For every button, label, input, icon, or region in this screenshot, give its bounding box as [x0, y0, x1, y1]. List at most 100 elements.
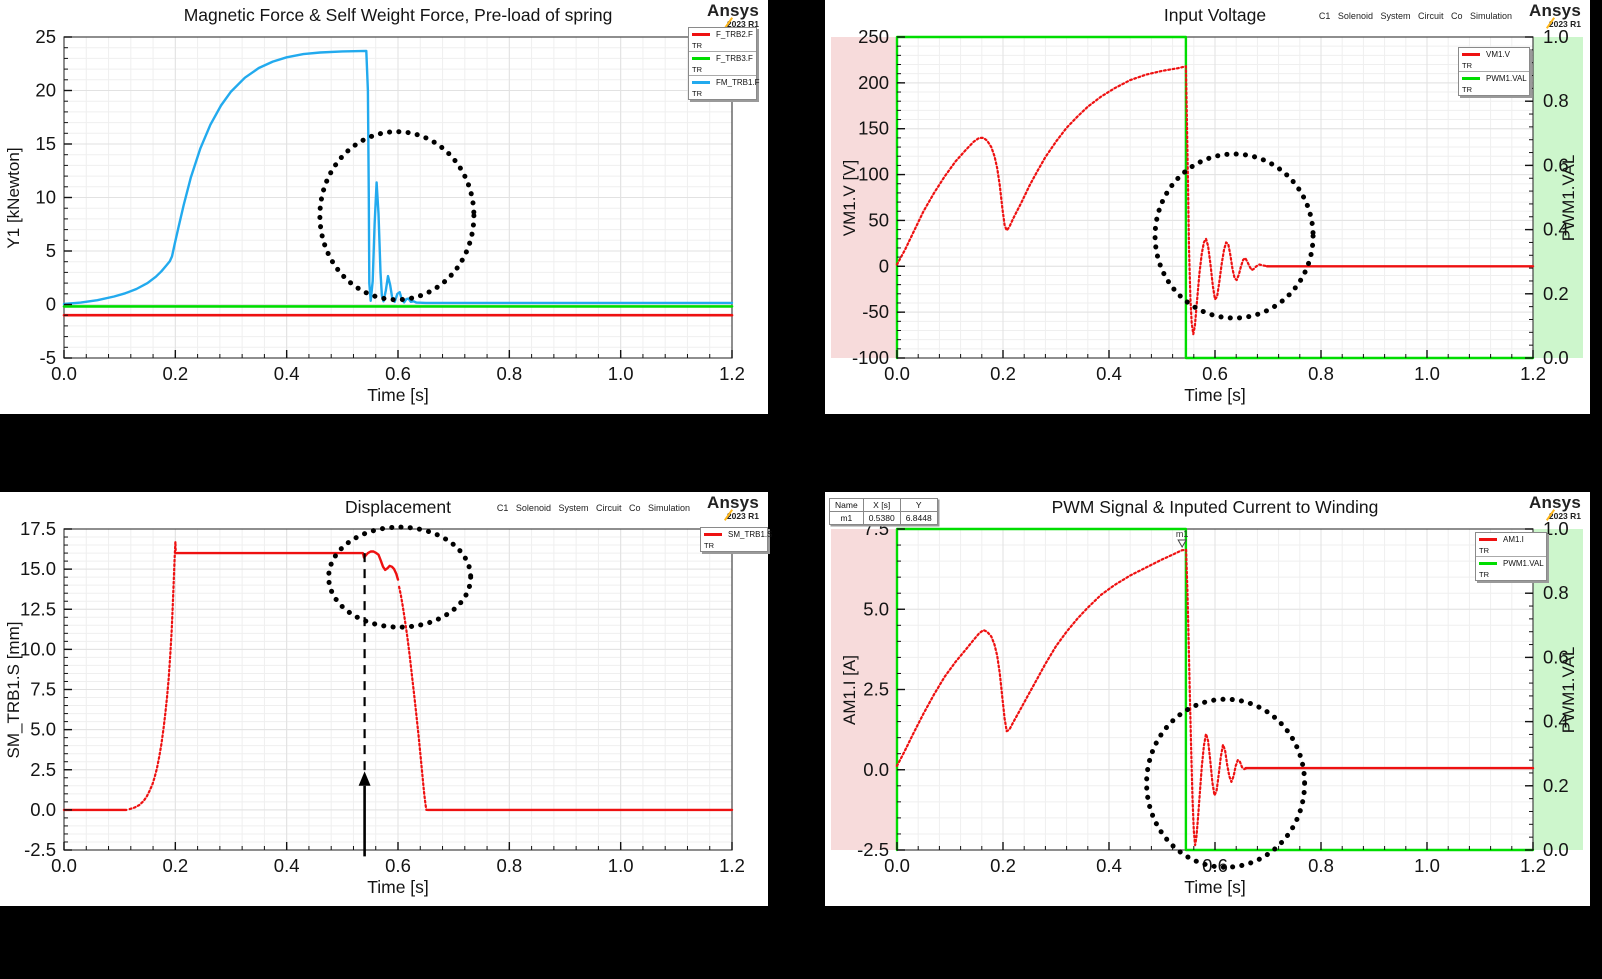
svg-text:0.6: 0.6	[1543, 154, 1569, 175]
legend-label: PWM1.VAL	[1486, 74, 1527, 83]
svg-text:-2.5: -2.5	[857, 839, 889, 860]
legend-label: F_TRB2.F	[716, 30, 753, 39]
svg-text:-50: -50	[862, 301, 889, 322]
ansys-version: 2023 R1	[726, 511, 759, 521]
chart-panel-pwm-current: 0.0 0.2 0.4 0.6 0.8 1.0 1.2 7.5 5.0 2.5 0.0 -2.5 1.0…	[825, 492, 1590, 906]
marker-table-row: m1 0.5380 6.8448	[829, 511, 938, 525]
svg-text:1.0: 1.0	[1543, 26, 1569, 47]
svg-text:0: 0	[46, 294, 56, 315]
svg-text:20: 20	[35, 80, 56, 101]
y-axis-label-right: PWM1.VAL	[1559, 154, 1578, 242]
svg-text:2.5: 2.5	[30, 759, 56, 780]
x-axis-label: Time [s]	[1184, 877, 1246, 897]
svg-text:0.4: 0.4	[274, 855, 300, 876]
svg-text:15.0: 15.0	[20, 558, 56, 579]
x-axis-label: Time [s]	[367, 385, 429, 405]
plot-svg-magnetic-force: 0.0 0.2 0.4 0.6 0.8 1.0 1.2 25 20 15 10 5 0 -5	[35, 26, 744, 384]
svg-text:-5: -5	[40, 347, 56, 368]
svg-text:0.4: 0.4	[274, 363, 300, 384]
svg-text:200: 200	[858, 72, 889, 93]
legend-entry: FM_TRB1.F TR	[689, 76, 760, 99]
svg-text:5.0: 5.0	[30, 719, 56, 740]
svg-text:0.2: 0.2	[162, 855, 188, 876]
legend-sub: TR	[1462, 61, 1472, 70]
legend-swatch	[704, 533, 722, 536]
legend-sub: TR	[692, 89, 702, 98]
svg-text:0.0: 0.0	[1543, 347, 1569, 368]
chart-title: PWM Signal & Inputed Current to Winding	[1051, 497, 1379, 517]
svg-text:0.8: 0.8	[496, 855, 522, 876]
chart-title: Magnetic Force & Self Weight Force, Pre-…	[183, 5, 613, 25]
legend-entry: F_TRB3.F TR	[689, 52, 756, 76]
legend-label: PWM1.VAL	[1503, 559, 1544, 568]
svg-text:1.2: 1.2	[1520, 855, 1546, 876]
legend: F_TRB2.F TR F_TRB3.F TR FM_TRB1.F TR	[688, 27, 760, 100]
svg-text:5: 5	[46, 240, 56, 261]
svg-text:0.4: 0.4	[1096, 363, 1122, 384]
svg-text:0.6: 0.6	[1543, 646, 1569, 667]
ansys-brand: Ansys	[1528, 1, 1581, 20]
plot-svg-pwm-current: 0.0 0.2 0.4 0.6 0.8 1.0 1.27.55.02.50.0-2.51.0…	[831, 518, 1583, 876]
svg-text:0.4: 0.4	[1096, 855, 1122, 876]
svg-text:1.0: 1.0	[1414, 855, 1440, 876]
marker-table-header-row: Name X [s] Y	[829, 498, 938, 512]
legend-entry: AM1.I TR	[1476, 533, 1546, 557]
svg-text:100: 100	[858, 164, 889, 185]
legend-swatch	[692, 33, 710, 36]
legend-entry: PWM1.VAL TR	[1476, 557, 1546, 580]
svg-text:17.5: 17.5	[20, 518, 56, 539]
legend-sub: TR	[704, 541, 714, 550]
y-axis-label-left: VM1.V [V]	[840, 159, 859, 237]
chart-panel-input-voltage: 0.0 0.2 0.4 0.6 0.8 1.0 1.2 250 200 150 100 50 0 -50 -…	[825, 0, 1590, 414]
svg-text:0.8: 0.8	[1543, 90, 1569, 111]
legend-entry: PWM1.VAL TR	[1459, 72, 1529, 95]
legend-sub: TR	[1479, 546, 1489, 555]
ansys-version: 2023 R1	[1548, 511, 1581, 521]
legend-entry: VM1.V TR	[1459, 48, 1529, 72]
svg-text:0.0: 0.0	[51, 363, 77, 384]
svg-text:0.6: 0.6	[385, 855, 411, 876]
svg-text:10.0: 10.0	[20, 638, 56, 659]
marker-table: Name X [s] Y m1 0.5380 6.8448	[829, 498, 938, 525]
svg-text:250: 250	[858, 26, 889, 47]
chart-panel-magnetic-force: 0.0 0.2 0.4 0.6 0.8 1.0 1.2 25 20 15 10 5 0 -5 Magnet…	[0, 0, 768, 414]
svg-text:1.2: 1.2	[1520, 363, 1546, 384]
svg-text:0.2: 0.2	[1543, 283, 1569, 304]
svg-text:0.0: 0.0	[51, 855, 77, 876]
y-axis-label: Y1 [kNewton]	[4, 147, 23, 249]
marker-table-header: X [s]	[862, 498, 901, 512]
legend-label: FM_TRB1.F	[716, 78, 760, 87]
legend-sub: TR	[1462, 85, 1472, 94]
y-axis-label-right: PWM1.VAL	[1559, 646, 1578, 734]
svg-text:12.5: 12.5	[20, 598, 56, 619]
svg-text:0.8: 0.8	[1543, 582, 1569, 603]
ansys-logo: Ansys 2023 R1	[707, 494, 759, 521]
legend-sub: TR	[692, 65, 702, 74]
legend-swatch	[692, 57, 710, 60]
chart-title: Input Voltage	[1163, 5, 1267, 25]
svg-text:1.0: 1.0	[1414, 363, 1440, 384]
ansys-version: 2023 R1	[1548, 19, 1581, 29]
legend-label: VM1.V	[1486, 50, 1511, 59]
chart-subtitle: C1 Solenoid System Circuit Co Simulation	[1318, 11, 1512, 21]
ansys-logo: Ansys 2023 R1	[1529, 494, 1581, 521]
chart-panel-displacement: 0.0 0.2 0.4 0.6 0.8 1.0 1.2 17.5 15.0 12.5 10.0 7.5…	[0, 492, 772, 906]
legend-label: SM_TRB1.S	[728, 530, 773, 539]
svg-text:25: 25	[35, 26, 56, 47]
svg-text:15: 15	[35, 133, 56, 154]
legend-entry: F_TRB2.F TR	[689, 28, 756, 52]
svg-text:0.0: 0.0	[884, 855, 910, 876]
legend-swatch	[692, 81, 710, 84]
y-axis-label-left: AM1.I [A]	[840, 655, 859, 725]
svg-text:-100: -100	[852, 347, 889, 368]
marker-table-header: Y	[899, 498, 938, 512]
legend-swatch	[1479, 538, 1497, 541]
plot-svg-input-voltage: 0.0 0.2 0.4 0.6 0.8 1.0 1.2 250 200 150 100 50 0 -50 -…	[831, 26, 1583, 384]
x-axis-label: Time [s]	[1184, 385, 1246, 405]
svg-text:1.0: 1.0	[608, 855, 634, 876]
svg-text:50: 50	[868, 209, 889, 230]
svg-text:0.2: 0.2	[162, 363, 188, 384]
marker-x-cell: 0.5380	[862, 511, 901, 525]
legend-sub: TR	[1479, 570, 1489, 579]
